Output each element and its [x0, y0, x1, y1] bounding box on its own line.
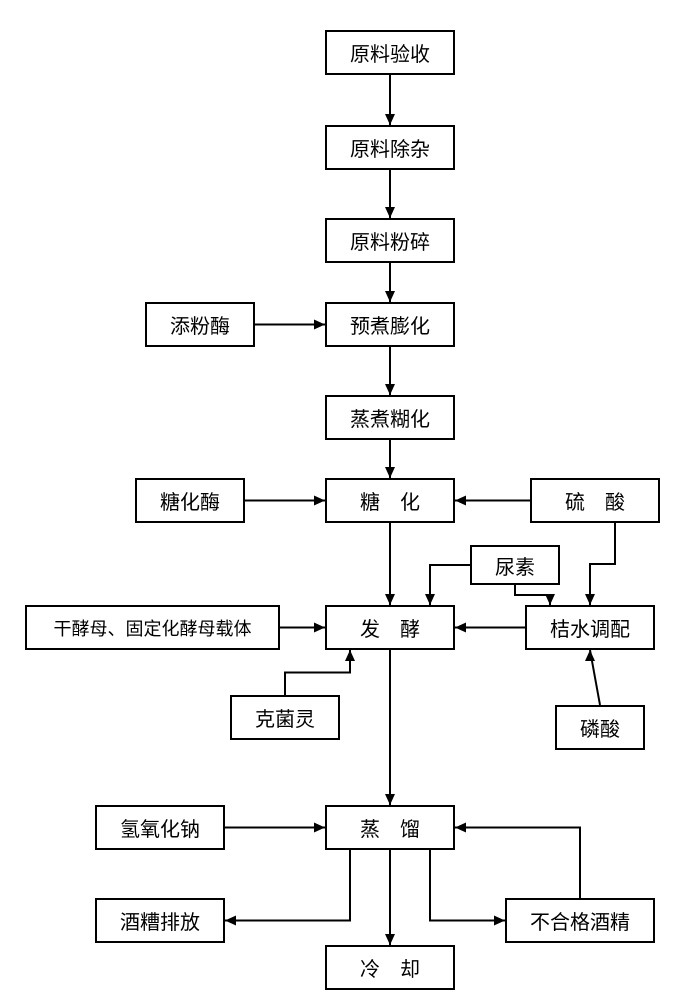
node-label: 克菌灵 [255, 703, 315, 732]
node-label: 硫 酸 [565, 486, 625, 515]
node-label: 干酵母、固定化酵母载体 [54, 615, 252, 641]
node-fajiao: 发 酵 [325, 605, 455, 650]
node-label: 原料粉碎 [350, 226, 430, 255]
node-label: 糖化酶 [160, 486, 220, 515]
node-label: 桔水调配 [550, 613, 630, 642]
node-label: 预煮膨化 [350, 310, 430, 339]
node-tanghuamei: 糖化酶 [135, 478, 245, 523]
node-label: 磷酸 [580, 713, 620, 742]
node-label: 原料除杂 [350, 133, 430, 162]
node-label: 氢氧化钠 [120, 813, 200, 842]
node-label: 冷 却 [360, 953, 420, 982]
node-lengque: 冷 却 [325, 945, 455, 990]
node-yuzhu_penghua: 预煮膨化 [325, 302, 455, 347]
node-yuanliao_chuza: 原料除杂 [325, 125, 455, 170]
node-yuanliao_yanshou: 原料验收 [325, 30, 455, 75]
node-tanghua: 糖 化 [325, 478, 455, 523]
node-label: 尿素 [495, 551, 535, 580]
node-buhege_jiujing: 不合格酒精 [505, 898, 655, 943]
node-label: 蒸 馏 [360, 813, 420, 842]
node-niaosu: 尿素 [470, 545, 560, 585]
node-kejunling: 克菌灵 [230, 695, 340, 740]
node-yuanliao_fensui: 原料粉碎 [325, 218, 455, 263]
node-label: 原料验收 [350, 38, 430, 67]
node-linsuan: 磷酸 [555, 705, 645, 750]
node-label: 发 酵 [360, 613, 420, 642]
node-label: 不合格酒精 [530, 906, 630, 935]
node-qingyanghua_na: 氢氧化钠 [95, 805, 225, 850]
node-zhengzhu_huhua: 蒸煮糊化 [325, 395, 455, 440]
node-label: 蒸煮糊化 [350, 403, 430, 432]
node-label: 添粉酶 [170, 310, 230, 339]
node-ganjiaomu: 干酵母、固定化酵母载体 [25, 605, 280, 650]
node-tianfenmei: 添粉酶 [145, 302, 255, 347]
node-label: 酒糟排放 [120, 906, 200, 935]
node-jiujiao_paifang: 酒糟排放 [95, 898, 225, 943]
node-jieshui_tiaopei: 桔水调配 [525, 605, 655, 650]
node-liusuan: 硫 酸 [530, 478, 660, 523]
node-zhengliu: 蒸 馏 [325, 805, 455, 850]
node-label: 糖 化 [360, 486, 420, 515]
